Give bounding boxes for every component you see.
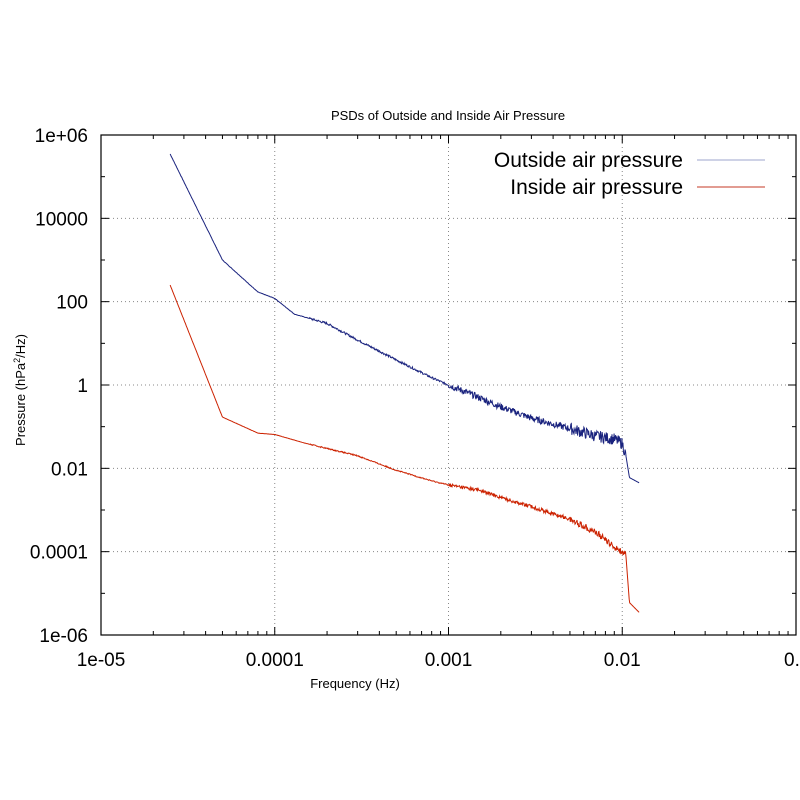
data-point: [222, 259, 224, 261]
data-point: [621, 442, 623, 444]
x-axis-label: Frequency (Hz): [310, 676, 400, 691]
data-point: [629, 602, 631, 604]
data-point: [621, 551, 623, 553]
data-point: [257, 291, 259, 293]
data-point: [531, 417, 533, 419]
data-point: [305, 442, 307, 444]
x-tick-label: 0.001: [425, 650, 473, 671]
data-point: [595, 531, 597, 533]
y-axis-label-suffix: /Hz): [13, 334, 28, 358]
data-point: [294, 313, 296, 315]
x-tick-label: 1e-05: [77, 650, 126, 671]
y-axis-label-prefix: Pressure (hPa: [13, 362, 28, 446]
series-inside-air-pressure: [169, 284, 640, 613]
data-point: [629, 477, 631, 479]
data-point: [638, 612, 640, 614]
x-tick-label: 0.01: [604, 650, 641, 671]
data-point: [395, 359, 397, 361]
data-point: [448, 484, 450, 486]
series-line: [169, 153, 640, 484]
data-point: [625, 555, 627, 557]
x-tick-label: 0.0001: [246, 650, 304, 671]
series-lines: [169, 153, 640, 613]
series-outside-air-pressure: [169, 153, 640, 484]
data-point: [500, 497, 502, 499]
data-point: [274, 434, 276, 436]
data-point: [569, 428, 571, 430]
data-point: [431, 377, 433, 379]
data-point: [431, 480, 433, 482]
data-point: [357, 455, 359, 457]
data-point: [625, 455, 627, 457]
data-point: [531, 506, 533, 508]
data-point: [595, 435, 597, 437]
legend-label: Inside air pressure: [510, 176, 683, 199]
x-tick-label: 0.1: [784, 650, 800, 671]
data-point: [478, 397, 480, 399]
y-axis-label: Pressure (hPa2/Hz): [12, 334, 28, 446]
data-point: [638, 482, 640, 484]
data-point: [274, 298, 276, 300]
y-tick-label: 1: [77, 376, 88, 397]
data-point: [169, 284, 171, 286]
y-axis-label-sup: 2: [12, 358, 22, 363]
data-point: [478, 489, 480, 491]
y-axis-ticks: 1e-06 0.0001 0.01 1 100 10000 1e+06: [30, 126, 796, 647]
data-point: [326, 448, 328, 450]
data-point: [222, 416, 224, 418]
data-point: [613, 546, 615, 548]
data-point: [169, 153, 171, 155]
x-axis-ticks: 1e-05 0.0001 0.001 0.01 0.1: [77, 135, 800, 671]
data-point: [500, 406, 502, 408]
chart-title: PSDs of Outside and Inside Air Pressure: [331, 108, 565, 123]
y-tick-label: 10000: [35, 209, 88, 230]
data-point: [257, 432, 259, 434]
data-point: [357, 339, 359, 341]
y-tick-label: 100: [56, 293, 88, 314]
y-tick-label: 0.0001: [30, 543, 88, 564]
legend: Outside air pressure Inside air pressure: [494, 149, 765, 199]
series-line: [169, 284, 640, 613]
y-tick-label: 0.01: [51, 459, 88, 480]
data-point: [613, 438, 615, 440]
y-tick-label: 1e+06: [35, 126, 88, 147]
data-point: [326, 323, 328, 325]
data-point: [395, 469, 397, 471]
y-tick-label: 1e-06: [39, 626, 88, 647]
data-point: [569, 518, 571, 520]
data-point: [448, 384, 450, 386]
legend-label: Outside air pressure: [494, 149, 683, 172]
